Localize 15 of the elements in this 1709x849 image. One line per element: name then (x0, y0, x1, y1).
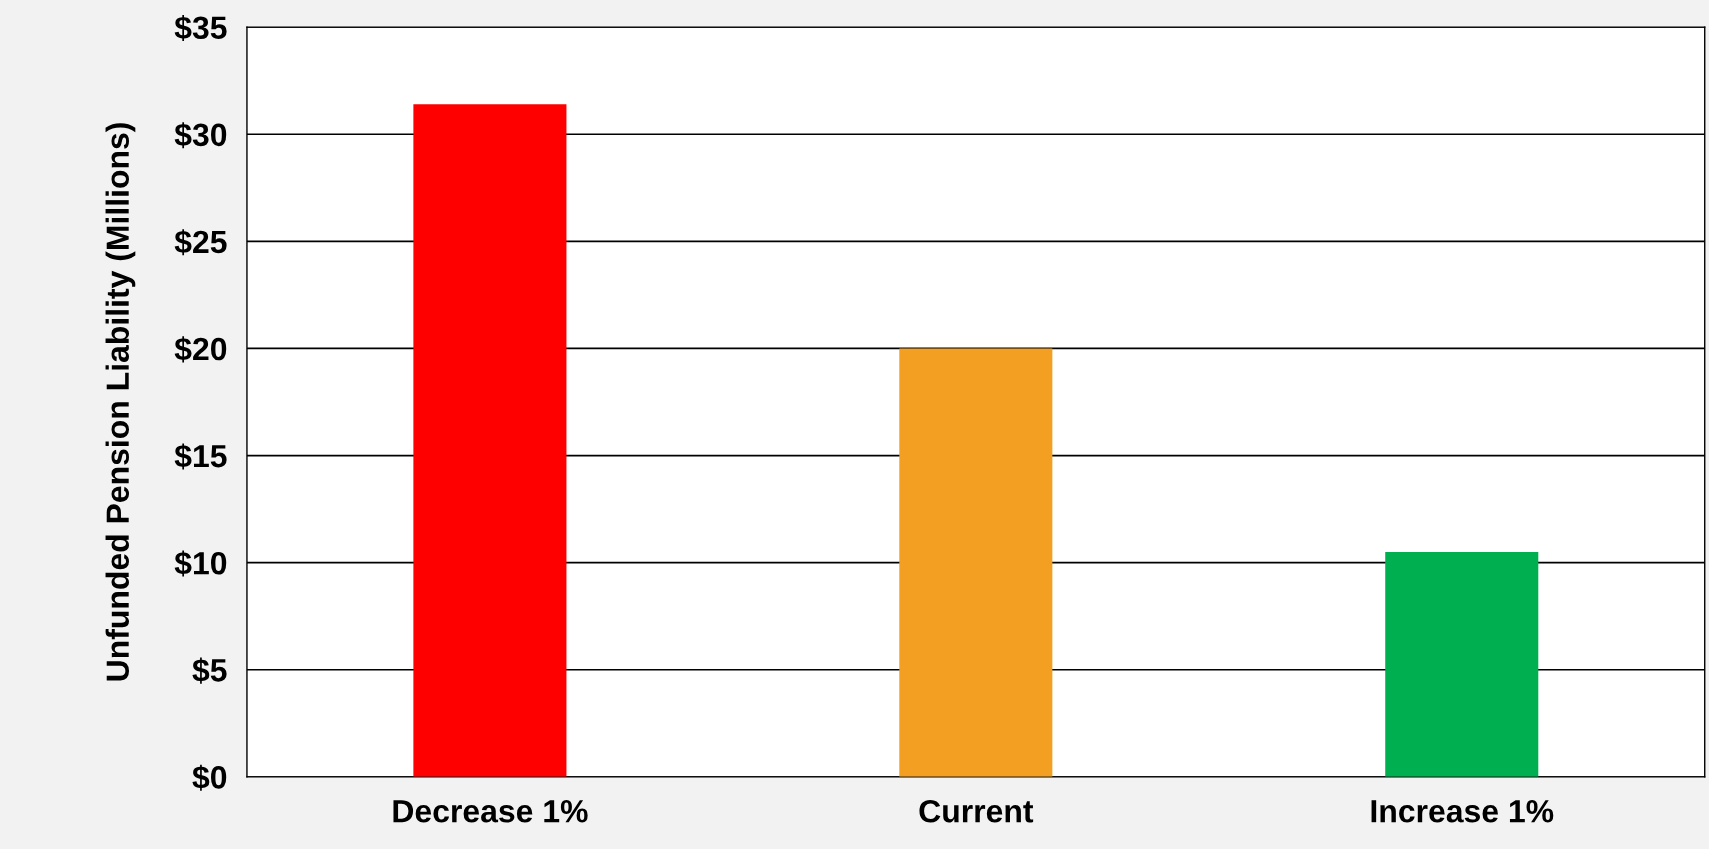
y-tick-label: $10 (174, 550, 227, 577)
x-tick-label: Decrease 1% (393, 799, 588, 823)
y-tick-label: $15 (174, 443, 227, 470)
y-tick-label: $5 (192, 657, 227, 684)
x-tick-label: Current (919, 799, 1034, 823)
y-tick-label: $30 (174, 122, 227, 149)
bar (413, 104, 567, 777)
y-tick-label: $25 (174, 229, 227, 256)
y-tick-label: $20 (174, 336, 227, 363)
bar (1385, 551, 1539, 777)
x-tick-label: Increase 1% (1371, 799, 1554, 823)
y-axis-title: Unfunded Pension Liability (Millions) (105, 123, 136, 681)
y-tick-label: $35 (174, 15, 227, 42)
bar (899, 348, 1053, 777)
y-tick-label: $0 (192, 764, 227, 791)
